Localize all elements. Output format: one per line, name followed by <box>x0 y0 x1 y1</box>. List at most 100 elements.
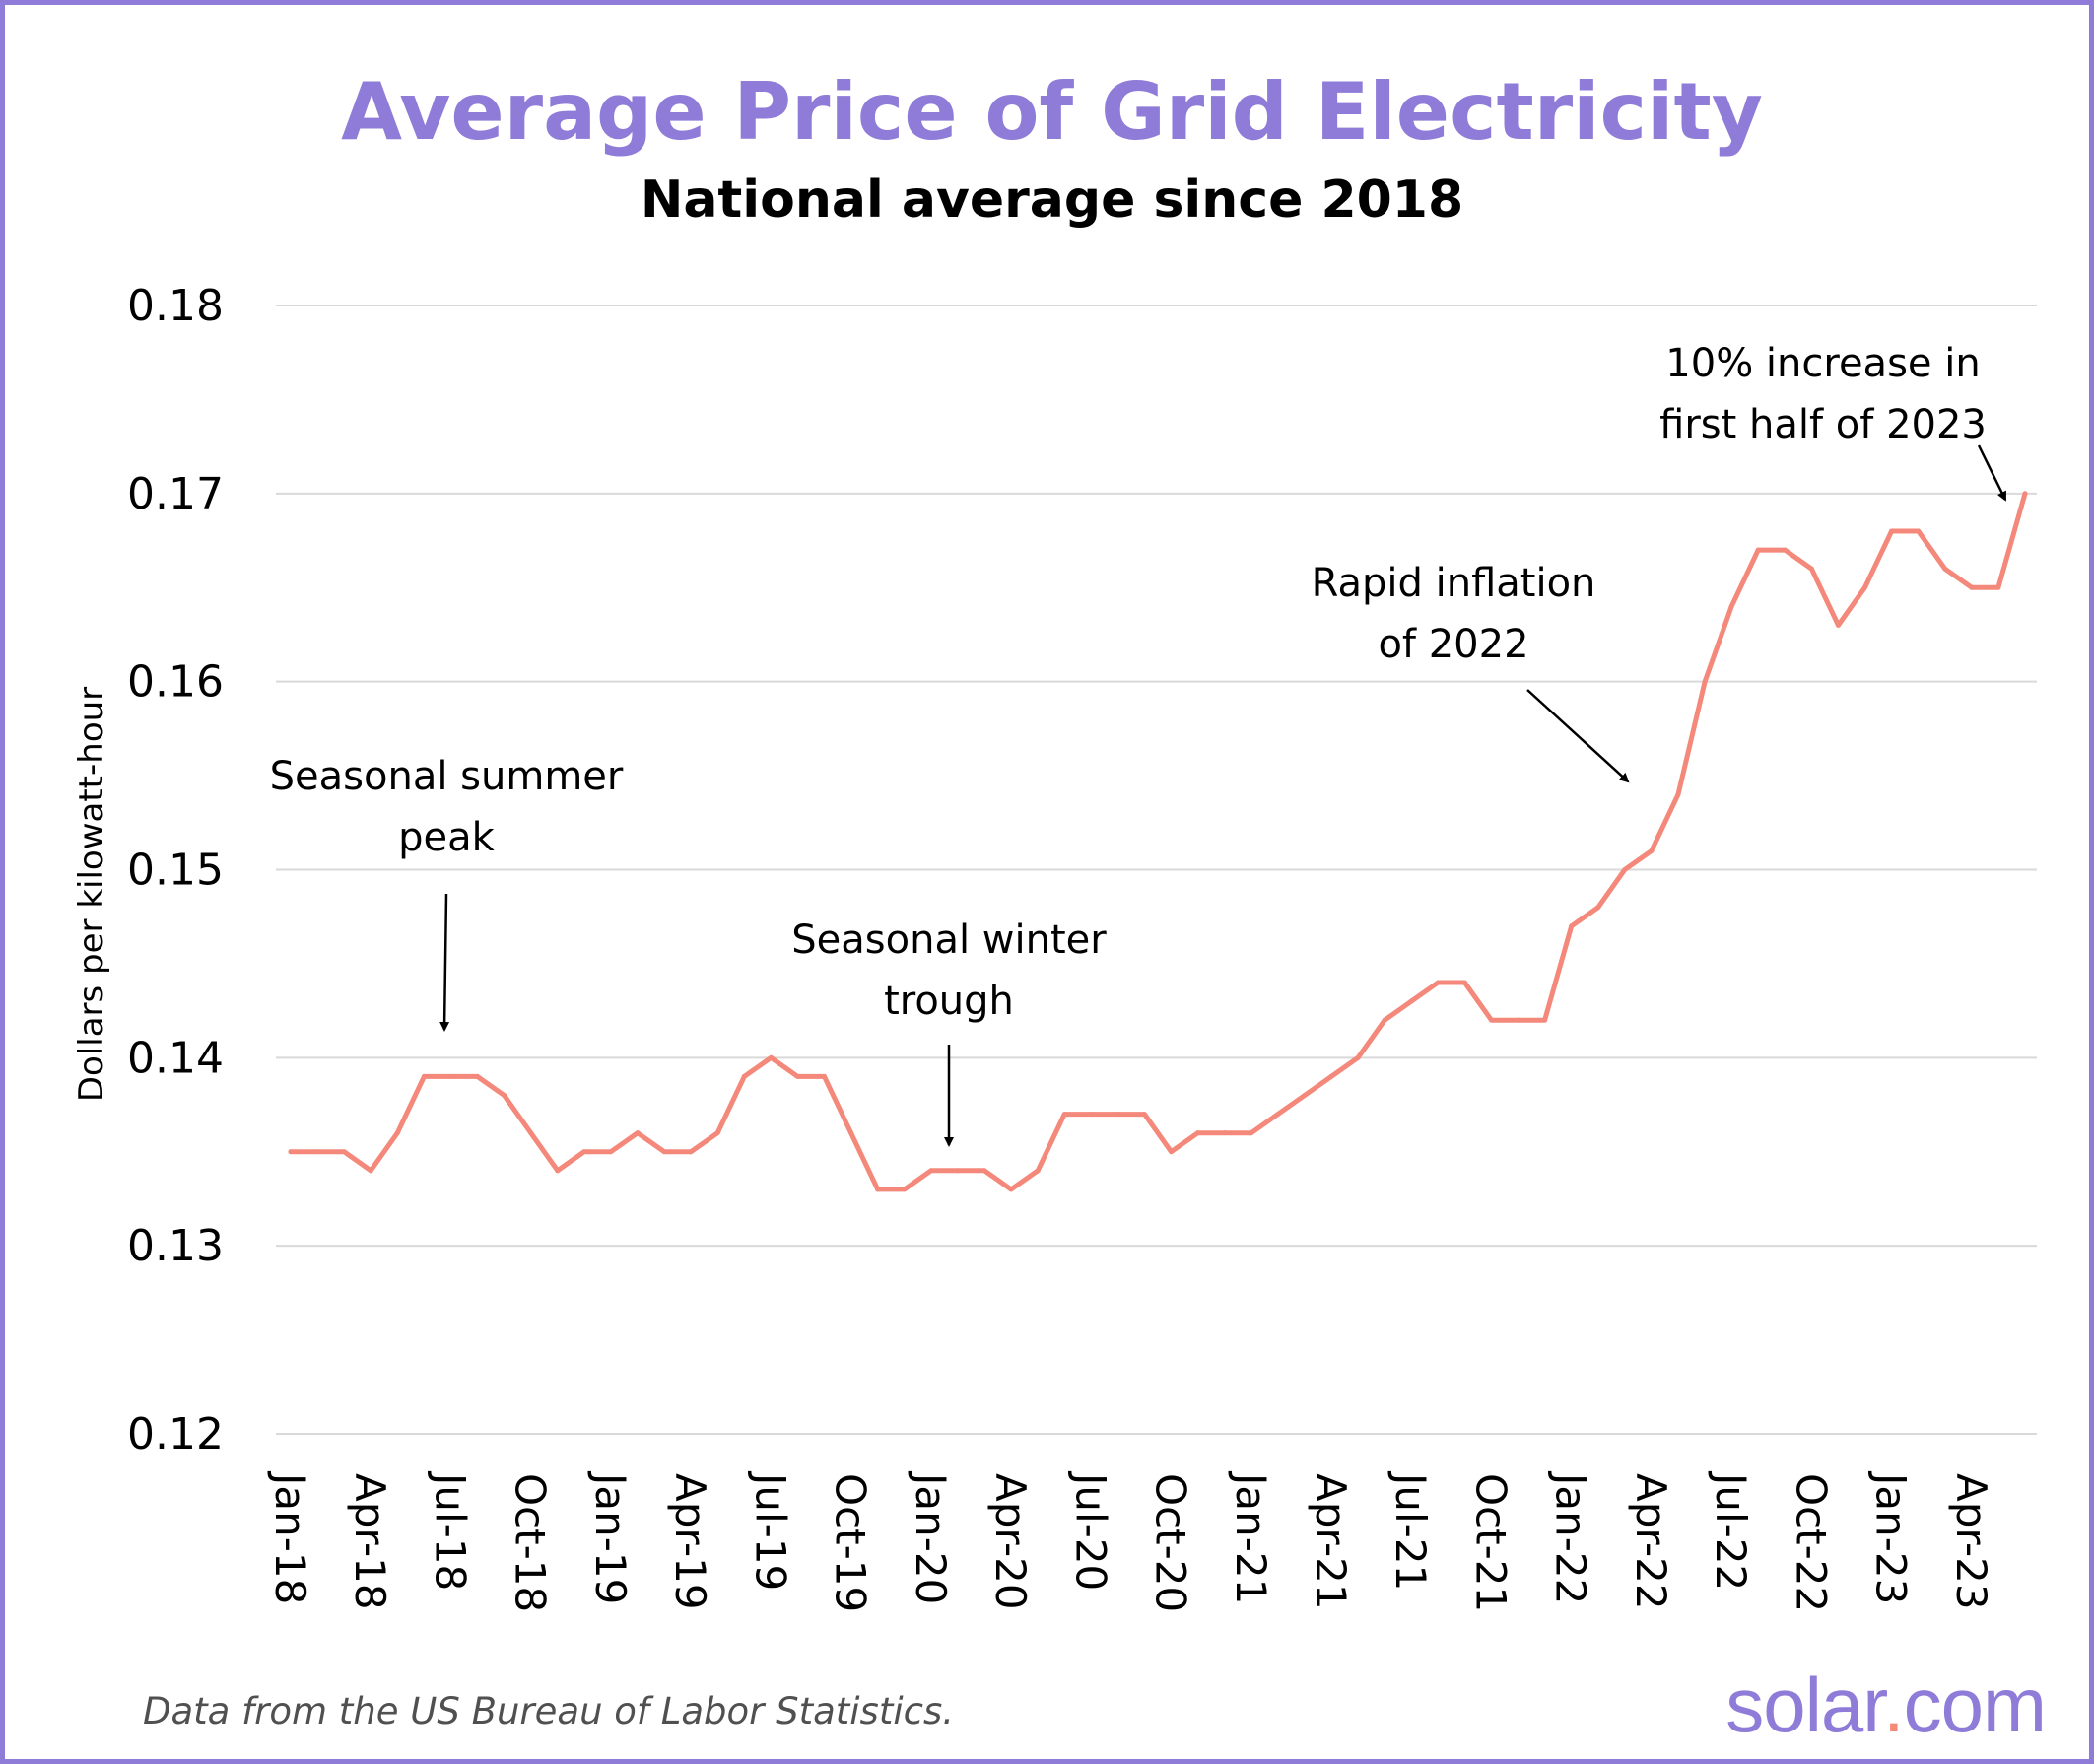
data-point <box>1569 923 1575 929</box>
data-point <box>1995 584 2001 590</box>
data-point <box>1141 1112 1147 1118</box>
data-point <box>848 1130 854 1136</box>
x-tick-label: Jul-18 <box>426 1470 474 1591</box>
line-chart: 0.12 0.13 0.14 0.15 0.16 0.17 0.18 Jan-18 Apr-1… <box>72 281 2037 1612</box>
data-point <box>688 1149 694 1155</box>
x-tick-label: Jan-22 <box>1547 1470 1595 1604</box>
data-point <box>1408 998 1414 1004</box>
data-point <box>661 1149 667 1155</box>
x-tick-label: Oct-18 <box>507 1473 555 1612</box>
data-point <box>394 1130 400 1136</box>
x-tick-label: Apr-22 <box>1627 1473 1675 1610</box>
x-tick-label: Jan-21 <box>1227 1470 1275 1604</box>
x-tick-label: Apr-20 <box>986 1473 1035 1610</box>
data-point <box>714 1130 720 1136</box>
data-point <box>794 1073 800 1079</box>
data-point <box>1169 1149 1175 1155</box>
data-point <box>1488 1017 1494 1023</box>
data-point <box>1115 1112 1120 1118</box>
y-tick-label: 0.14 <box>127 1033 224 1083</box>
data-point <box>475 1073 481 1079</box>
annotation-text: first half of 2023 <box>1659 402 1987 447</box>
data-point <box>1275 1112 1281 1118</box>
data-point <box>1355 1054 1361 1060</box>
data-point <box>1808 566 1814 572</box>
data-point <box>1728 603 1734 609</box>
y-tick-label: 0.17 <box>127 469 224 519</box>
data-point <box>981 1168 987 1174</box>
data-point <box>1195 1130 1201 1136</box>
data-point <box>1782 547 1788 553</box>
data-point <box>1835 622 1841 628</box>
data-point <box>341 1149 347 1155</box>
annotation-text: peak <box>398 815 496 860</box>
x-tick-label: Jul-21 <box>1386 1470 1435 1591</box>
annotation-text: Seasonal summer <box>270 754 624 799</box>
x-tick-label: Oct-19 <box>827 1473 875 1612</box>
y-axis-ticks: 0.12 0.13 0.14 0.15 0.16 0.17 0.18 <box>127 281 224 1459</box>
data-point <box>902 1187 908 1192</box>
data-point <box>1675 791 1681 797</box>
brand-name: solar <box>1725 1662 1884 1748</box>
data-point <box>1755 547 1761 553</box>
data-point <box>1969 584 1975 590</box>
data-point <box>1942 566 1948 572</box>
gridlines <box>276 305 2037 1435</box>
brand-dot: . <box>1882 1662 1905 1748</box>
data-point <box>502 1093 507 1098</box>
data-point <box>1008 1187 1014 1192</box>
data-point <box>741 1073 747 1079</box>
data-point <box>1249 1130 1254 1136</box>
data-point <box>2022 491 2028 497</box>
y-axis-label: Dollars per kilowatt-hour <box>72 687 111 1102</box>
data-point <box>955 1168 961 1174</box>
annotation-arrow <box>439 893 450 1032</box>
data-point <box>608 1149 614 1155</box>
data-point <box>822 1073 828 1079</box>
series-group <box>288 491 2028 1192</box>
series-line <box>288 491 2028 1192</box>
x-tick-label: Oct-22 <box>1787 1473 1835 1612</box>
y-tick-label: 0.13 <box>127 1221 224 1271</box>
annotation-text: 10% increase in <box>1665 341 1980 386</box>
data-point <box>1542 1017 1548 1023</box>
data-point <box>1516 1017 1521 1023</box>
data-point <box>1302 1093 1308 1098</box>
data-point <box>768 1054 774 1060</box>
data-point <box>875 1187 881 1192</box>
data-point <box>928 1168 934 1174</box>
data-point <box>581 1149 587 1155</box>
x-tick-label: Jan-19 <box>586 1470 635 1604</box>
data-point <box>1889 528 1895 534</box>
x-tick-label: Apr-18 <box>346 1473 394 1610</box>
x-tick-label: Apr-23 <box>1947 1473 1995 1610</box>
data-point <box>528 1130 534 1136</box>
data-point <box>635 1130 641 1136</box>
x-tick-label: Oct-20 <box>1147 1473 1195 1612</box>
data-point <box>1035 1168 1041 1174</box>
x-tick-label: Jul-20 <box>1066 1470 1115 1591</box>
brand-suffix: com <box>1903 1662 2047 1748</box>
annotation-arrow <box>1526 689 1630 783</box>
x-tick-label: Apr-19 <box>666 1473 714 1610</box>
data-point <box>288 1149 294 1155</box>
data-point <box>447 1073 453 1079</box>
annotation-text: of 2022 <box>1378 622 1528 667</box>
y-tick-label: 0.16 <box>127 657 224 708</box>
data-point <box>1702 679 1708 685</box>
data-point <box>1088 1112 1094 1118</box>
data-point <box>1595 905 1601 911</box>
data-point <box>368 1168 373 1174</box>
x-tick-label: Jan-23 <box>1867 1470 1916 1604</box>
data-point <box>1435 980 1441 985</box>
data-point <box>1222 1130 1228 1136</box>
x-axis-ticks: Jan-18 Apr-18 Jul-18 Oct-18 Jan-19 Apr-19 Jul-… <box>266 1470 1995 1612</box>
annotations: Seasonal summer peak Seasonal winter trough… <box>270 341 2007 1147</box>
x-tick-label: Jul-22 <box>1707 1470 1755 1591</box>
x-tick-label: Jan-18 <box>266 1470 314 1604</box>
annotation-arrow <box>1977 444 2007 502</box>
chart-title: Average Price of Grid Electricity <box>341 66 1763 158</box>
annotation-text: Seasonal winter <box>791 917 1107 963</box>
data-point <box>1916 528 1922 534</box>
